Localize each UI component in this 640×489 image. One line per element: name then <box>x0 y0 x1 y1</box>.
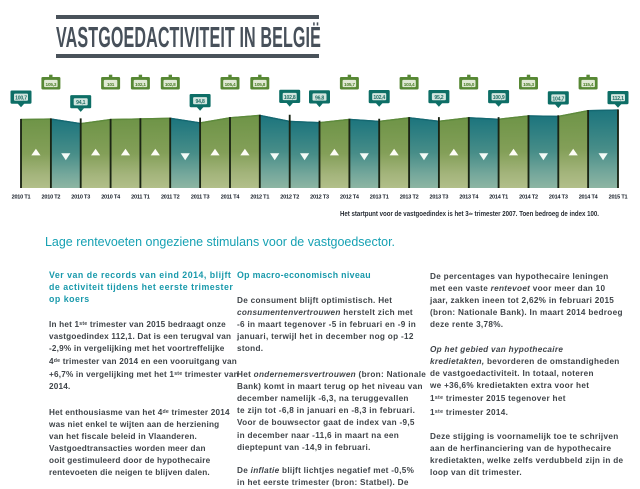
svg-text:100,7: 100,7 <box>15 96 27 102</box>
svg-text:2013 T1: 2013 T1 <box>370 194 389 200</box>
svg-text:94,1: 94,1 <box>76 100 85 106</box>
svg-text:2014 T4: 2014 T4 <box>579 194 599 200</box>
svg-text:2012 T4: 2012 T4 <box>340 194 360 200</box>
svg-text:102,4: 102,4 <box>373 95 385 101</box>
svg-text:105,4: 105,4 <box>225 82 236 87</box>
svg-text:2013 T3: 2013 T3 <box>430 194 449 200</box>
svg-text:2014 T3: 2014 T3 <box>549 194 568 200</box>
svg-text:94,8: 94,8 <box>196 99 205 105</box>
svg-text:96,8: 96,8 <box>315 95 324 101</box>
svg-text:2011 T3: 2011 T3 <box>191 194 210 200</box>
svg-text:2010 T4: 2010 T4 <box>101 194 121 200</box>
svg-text:102,8: 102,8 <box>284 95 296 101</box>
svg-text:2010 T2: 2010 T2 <box>42 194 61 200</box>
svg-text:2013 T2: 2013 T2 <box>400 194 419 200</box>
svg-text:2010 T3: 2010 T3 <box>71 194 90 200</box>
svg-text:105,8: 105,8 <box>254 82 265 87</box>
svg-text:101: 101 <box>107 82 115 87</box>
svg-text:102,1: 102,1 <box>135 82 146 87</box>
svg-text:2010 T1: 2010 T1 <box>12 194 31 200</box>
svg-text:105,3: 105,3 <box>46 82 57 87</box>
svg-text:105,3: 105,3 <box>523 82 534 87</box>
svg-text:Het startpunt voor de vastgoed: Het startpunt voor de vastgoedindex is h… <box>340 211 599 218</box>
svg-text:2014 T2: 2014 T2 <box>519 194 538 200</box>
svg-text:2015 T1: 2015 T1 <box>609 194 628 200</box>
svg-text:103,4: 103,4 <box>404 82 415 87</box>
svg-text:2012 T1: 2012 T1 <box>250 194 269 200</box>
svg-text:2014 T1: 2014 T1 <box>489 194 508 200</box>
svg-text:2013 T4: 2013 T4 <box>459 194 479 200</box>
svg-text:104,7: 104,7 <box>552 96 564 102</box>
svg-text:2011 T1: 2011 T1 <box>131 194 150 200</box>
svg-text:112,1: 112,1 <box>612 96 624 102</box>
svg-text:95,2: 95,2 <box>434 95 443 101</box>
svg-text:2011 T4: 2011 T4 <box>221 194 241 200</box>
svg-text:115,4: 115,4 <box>583 82 594 87</box>
svg-text:2012 T2: 2012 T2 <box>280 194 299 200</box>
svg-text:102,8: 102,8 <box>165 82 176 87</box>
svg-text:100,9: 100,9 <box>493 95 505 101</box>
svg-text:105,0: 105,0 <box>463 82 474 87</box>
svg-text:105,7: 105,7 <box>344 82 355 87</box>
svg-text:2011 T2: 2011 T2 <box>161 194 180 200</box>
svg-text:2012 T3: 2012 T3 <box>310 194 329 200</box>
